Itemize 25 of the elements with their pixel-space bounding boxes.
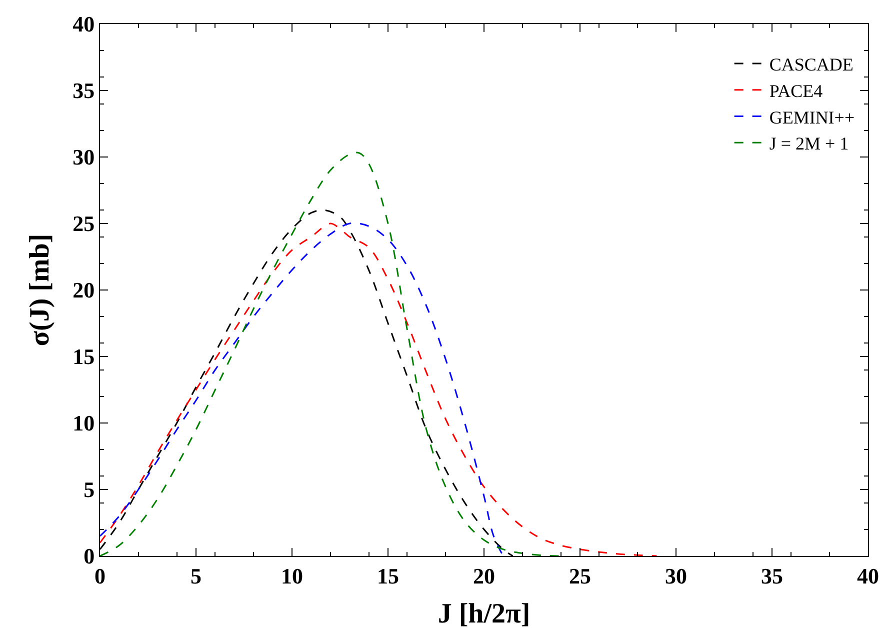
y-tick-label: 25	[72, 211, 95, 236]
x-tick-label: 5	[190, 563, 202, 588]
y-tick-label: 5	[84, 477, 95, 502]
legend-label: GEMINI++	[769, 107, 855, 128]
y-axis-title: σ(J) [mb]	[24, 234, 56, 346]
y-tick-label: 20	[72, 278, 95, 303]
x-tick-label: 35	[761, 563, 783, 588]
x-tick-label: 40	[857, 563, 879, 588]
x-tick-label: 15	[377, 563, 399, 588]
x-tick-label: 25	[569, 563, 591, 588]
y-tick-label: 0	[84, 544, 95, 569]
legend-label: PACE4	[769, 80, 823, 101]
y-tick-label: 30	[72, 144, 95, 170]
x-axis-title: J [h/2π]	[438, 598, 530, 630]
legend-label: J = 2M + 1	[769, 134, 849, 154]
y-tick-label: 15	[72, 344, 95, 370]
x-tick-label: 10	[281, 563, 303, 588]
line-series	[100, 222, 658, 556]
y-tick-label: 40	[72, 12, 95, 37]
x-tick-label: 30	[665, 563, 687, 588]
legend-label: CASCADE	[769, 54, 854, 74]
y-tick-label: 35	[72, 78, 95, 104]
x-tick-label: 20	[473, 563, 495, 588]
line-series	[100, 152, 562, 556]
y-tick-label: 10	[72, 410, 95, 436]
